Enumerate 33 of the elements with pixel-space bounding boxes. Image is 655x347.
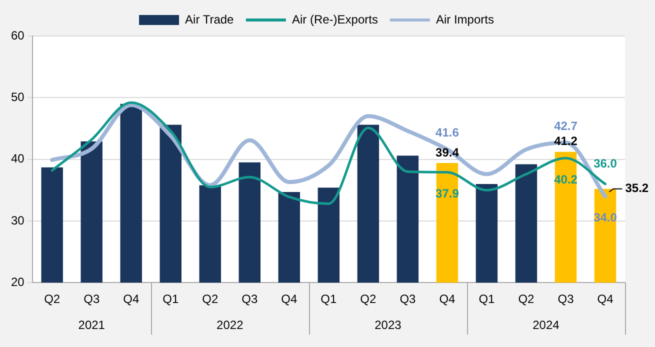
legend-label: Air Trade <box>185 12 234 26</box>
x-tick-label: Q4 <box>123 292 140 306</box>
text: 2024 <box>532 318 560 332</box>
data-label: 35.2 <box>625 181 649 196</box>
x-tick-label: Q4 <box>439 292 456 306</box>
y-tick-label: 50 <box>10 90 25 104</box>
data-label: 42.7 <box>554 118 578 133</box>
x-tick-label: Q1 <box>320 292 337 306</box>
x-tick-label: Q1 <box>478 292 496 306</box>
x-tick-label: Q4 <box>597 292 614 306</box>
x-tick-label: Q1 <box>162 292 179 306</box>
legend-label: Air (Re-)Exports <box>292 12 378 26</box>
data-label: 36.0 <box>594 156 618 170</box>
x-tick-label: Q3 <box>400 292 416 306</box>
y-tick-label: 20 <box>10 274 25 289</box>
x-tick-label: Q3 <box>84 292 100 306</box>
x-tick-label: Q2 <box>202 292 218 306</box>
data-label: 41.2 <box>554 134 578 148</box>
x-tick-label: Q2 <box>518 292 535 306</box>
x-tick-label: Q2 <box>360 292 377 306</box>
x-tick-label: Q2 <box>44 292 60 306</box>
y-tick-label: 60 <box>10 28 25 42</box>
data-label: 39.4 <box>436 145 460 160</box>
x-tick-label: Q3 <box>558 292 574 306</box>
text: 2021 <box>78 318 106 332</box>
text: 2022 <box>216 318 244 332</box>
text: 2023 <box>374 318 402 332</box>
x-tick-label: Q3 <box>242 292 258 306</box>
y-tick-label: 40 <box>10 152 25 166</box>
y-tick-label: 30 <box>10 213 25 228</box>
legend-label: Air Imports <box>436 12 494 26</box>
data-label: 41.6 <box>436 126 460 140</box>
x-tick-label: Q4 <box>281 292 298 306</box>
